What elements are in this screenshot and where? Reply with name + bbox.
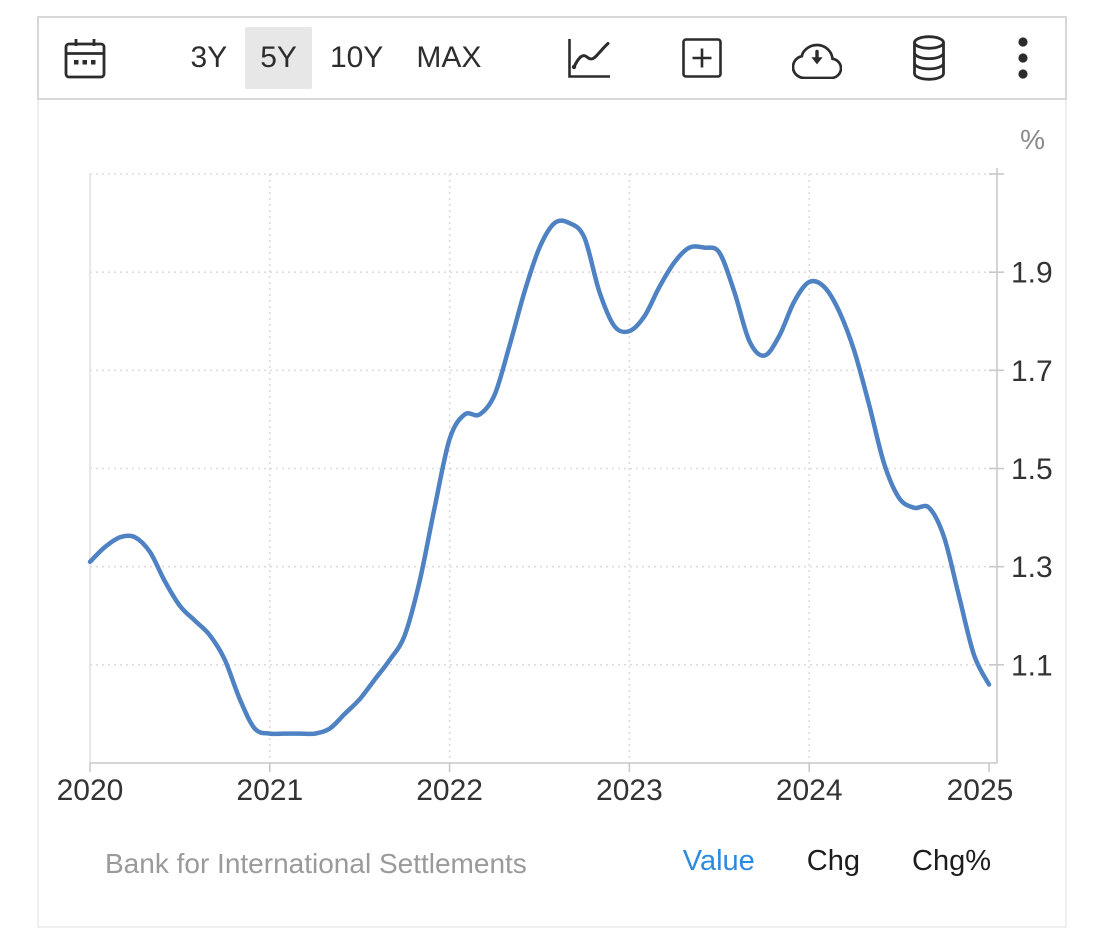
svg-text:1.1: 1.1 xyxy=(1011,649,1053,682)
mode-button-chg-pct[interactable]: Chg% xyxy=(912,845,991,877)
svg-text:2025: 2025 xyxy=(947,774,1014,807)
line-chart[interactable]: 1.9 1.7 1.5 1.3 1.1 2020 2021 2022 2023 2024 2025 xyxy=(39,100,1065,924)
plus-box-icon xyxy=(682,38,723,78)
svg-text:1.9: 1.9 xyxy=(1011,257,1053,290)
source-label: Bank for International Settlements xyxy=(105,848,527,879)
download-button[interactable] xyxy=(791,38,842,79)
range-button-max[interactable]: MAX xyxy=(401,27,496,89)
line-chart-icon xyxy=(568,39,610,78)
chart-toolbar: 3Y 5Y 10Y MAX xyxy=(37,16,1067,100)
svg-text:1.5: 1.5 xyxy=(1011,453,1053,486)
range-selector: 3Y 5Y 10Y MAX xyxy=(176,27,497,89)
y-axis-unit-label: % xyxy=(1020,124,1045,155)
cloud-download-icon xyxy=(791,43,842,79)
svg-text:2024: 2024 xyxy=(776,774,843,807)
mode-button-chg[interactable]: Chg xyxy=(806,845,860,877)
mode-button-value[interactable]: Value xyxy=(682,845,755,877)
svg-text:2023: 2023 xyxy=(596,774,663,807)
data-table-button[interactable] xyxy=(910,34,948,82)
calendar-button[interactable] xyxy=(63,35,107,81)
chart-type-button[interactable] xyxy=(565,36,613,80)
svg-text:1.7: 1.7 xyxy=(1011,355,1053,388)
range-button-5y[interactable]: 5Y xyxy=(245,27,312,89)
more-menu-button[interactable] xyxy=(1017,36,1029,80)
compare-add-button[interactable] xyxy=(681,37,723,79)
svg-text:2020: 2020 xyxy=(57,774,124,807)
mode-selector: Value Chg Chg% xyxy=(683,844,991,879)
range-button-10y[interactable]: 10Y xyxy=(315,27,398,89)
database-icon xyxy=(913,35,946,81)
svg-text:2021: 2021 xyxy=(236,774,303,807)
svg-text:2022: 2022 xyxy=(416,774,483,807)
chart-widget: % 1.9 1.7 1.5 1.3 1.1 2020 2021 2022 2023 2024 202… xyxy=(37,100,1067,928)
range-button-3y[interactable]: 3Y xyxy=(176,27,243,89)
svg-text:1.3: 1.3 xyxy=(1011,551,1053,584)
calendar-icon xyxy=(64,39,106,79)
kebab-menu-icon xyxy=(1018,37,1028,79)
